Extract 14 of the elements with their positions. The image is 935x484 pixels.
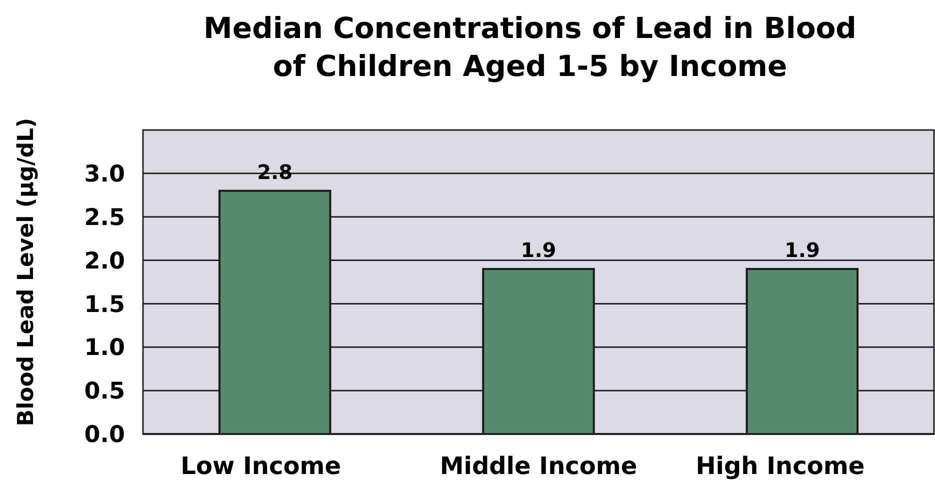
x-tick-label: High Income <box>696 452 865 480</box>
data-label: 1.9 <box>520 238 556 262</box>
y-tick-label: 3.0 <box>84 161 125 188</box>
chart-title: Median Concentrations of Lead in Blood of Children Aged 1-5 by Income <box>204 11 856 83</box>
y-axis-title: Blood Lead Level (µg/dL) <box>14 118 39 426</box>
y-tick-label: 2.5 <box>84 204 125 231</box>
y-tick-label: 2.0 <box>84 248 125 274</box>
x-tick-label: Low Income <box>180 452 341 480</box>
y-tick-label: 0.5 <box>84 378 125 405</box>
data-label: 1.9 <box>784 238 820 262</box>
x-tick-label: Middle Income <box>440 452 638 480</box>
y-tick-label: 1.0 <box>84 335 125 362</box>
y-tick-label: 1.5 <box>84 292 125 318</box>
y-tick-label: 0.0 <box>84 422 125 448</box>
